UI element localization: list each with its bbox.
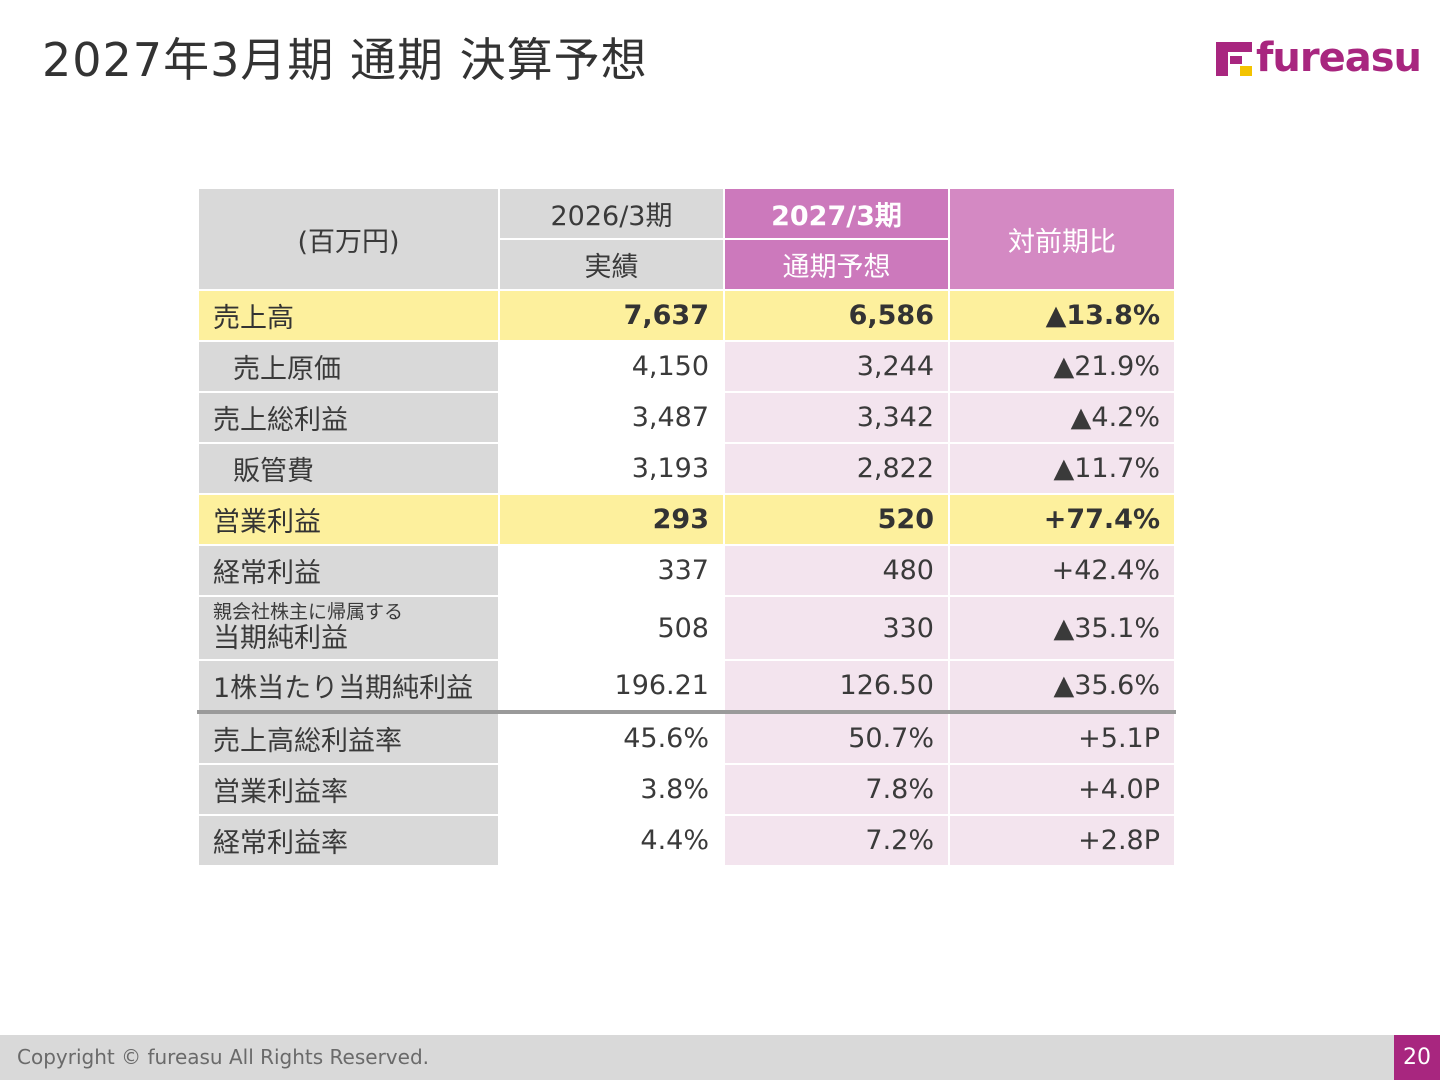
row-label: 売上高総利益率 <box>197 711 500 765</box>
page-number: 20 <box>1394 1035 1440 1080</box>
row-label: 営業利益率 <box>197 763 500 816</box>
prev-value: 293 <box>498 493 725 546</box>
forecast-value: 3,342 <box>723 391 950 444</box>
forecast-value: 330 <box>723 595 950 661</box>
unit-label: (百万円) <box>197 187 500 291</box>
header-yoy: 対前期比 <box>948 187 1176 291</box>
forecast-value: 7.2% <box>723 814 950 867</box>
yoy-value: +5.1P <box>948 711 1176 765</box>
row-label: 販管費 <box>197 442 500 495</box>
table-row: 売上高 7,637 6,586 ▲13.8% <box>197 289 1176 342</box>
table-header-row: (百万円) 2026/3期 2027/3期 対前期比 <box>197 187 1176 291</box>
table-row: 売上原価 4,150 3,244 ▲21.9% <box>197 340 1176 393</box>
page-title: 2027年3月期 通期 決算予想 <box>42 33 648 87</box>
table-row: 1株当たり当期純利益 196.21 126.50 ▲35.6% <box>197 659 1176 714</box>
yoy-value: ▲4.2% <box>948 391 1176 444</box>
yoy-value: ▲11.7% <box>948 442 1176 495</box>
table-row: 販管費 3,193 2,822 ▲11.7% <box>197 442 1176 495</box>
prev-value: 508 <box>498 595 725 661</box>
company-logo: fureasu <box>1214 35 1422 81</box>
table-row: 経常利益 337 480 +42.4% <box>197 544 1176 597</box>
table-row: 営業利益率 3.8% 7.8% +4.0P <box>197 763 1176 816</box>
copyright-text: Copyright © fureasu All Rights Reserved. <box>17 1045 429 1069</box>
header-prev-year: 2026/3期 <box>498 187 725 240</box>
logo-mark-icon <box>1216 42 1252 76</box>
header-forecast-type: 通期予想 <box>723 238 950 291</box>
yoy-value: ▲35.1% <box>948 595 1176 661</box>
row-label: 営業利益 <box>197 493 500 546</box>
row-label: 経常利益 <box>197 544 500 597</box>
row-label-prefix: 親会社株主に帰属する <box>213 600 404 623</box>
forecast-value: 126.50 <box>723 659 950 714</box>
row-label: 1株当たり当期純利益 <box>197 659 500 714</box>
yoy-value: +2.8P <box>948 814 1176 867</box>
table-row: 経常利益率 4.4% 7.2% +2.8P <box>197 814 1176 867</box>
row-label-main: 当期純利益 <box>213 623 348 655</box>
yoy-value: ▲13.8% <box>948 289 1176 342</box>
row-label: 親会社株主に帰属する 当期純利益 <box>197 595 500 661</box>
forecast-value: 480 <box>723 544 950 597</box>
yoy-value: +42.4% <box>948 544 1176 597</box>
yoy-value: ▲35.6% <box>948 659 1176 714</box>
forecast-value: 6,586 <box>723 289 950 342</box>
prev-value: 45.6% <box>498 711 725 765</box>
row-label: 経常利益率 <box>197 814 500 867</box>
row-label: 売上原価 <box>197 340 500 393</box>
prev-value: 3,193 <box>498 442 725 495</box>
table-header-row: 実績 通期予想 <box>198 238 1175 291</box>
row-label: 売上高 <box>197 289 500 342</box>
prev-value: 4,150 <box>498 340 725 393</box>
prev-value: 4.4% <box>498 814 725 867</box>
yoy-value: +4.0P <box>948 763 1176 816</box>
yoy-value: ▲21.9% <box>948 340 1176 393</box>
header-forecast-year: 2027/3期 <box>723 187 950 240</box>
prev-value: 196.21 <box>498 659 725 714</box>
forecast-value: 50.7% <box>723 711 950 765</box>
forecast-value: 2,822 <box>723 442 950 495</box>
table-row: 営業利益 293 520 +77.4% <box>197 493 1176 546</box>
table-row: 売上高総利益率 45.6% 50.7% +5.1P <box>197 711 1176 765</box>
prev-value: 3,487 <box>498 391 725 444</box>
footer-bar: Copyright © fureasu All Rights Reserved. <box>0 1035 1394 1080</box>
prev-value: 3.8% <box>498 763 725 816</box>
forecast-table: (百万円) 2026/3期 2027/3期 対前期比 実績 通期予想 売上高 7… <box>197 187 1176 867</box>
logo-text: fureasu <box>1256 35 1422 81</box>
table-row: 売上総利益 3,487 3,342 ▲4.2% <box>197 391 1176 444</box>
header-prev-type: 実績 <box>498 238 725 291</box>
table-row: 親会社株主に帰属する 当期純利益 508 330 ▲35.1% <box>197 595 1176 661</box>
prev-value: 7,637 <box>498 289 725 342</box>
yoy-value: +77.4% <box>948 493 1176 546</box>
prev-value: 337 <box>498 544 725 597</box>
forecast-value: 7.8% <box>723 763 950 816</box>
row-label: 売上総利益 <box>197 391 500 444</box>
forecast-value: 3,244 <box>723 340 950 393</box>
forecast-value: 520 <box>723 493 950 546</box>
